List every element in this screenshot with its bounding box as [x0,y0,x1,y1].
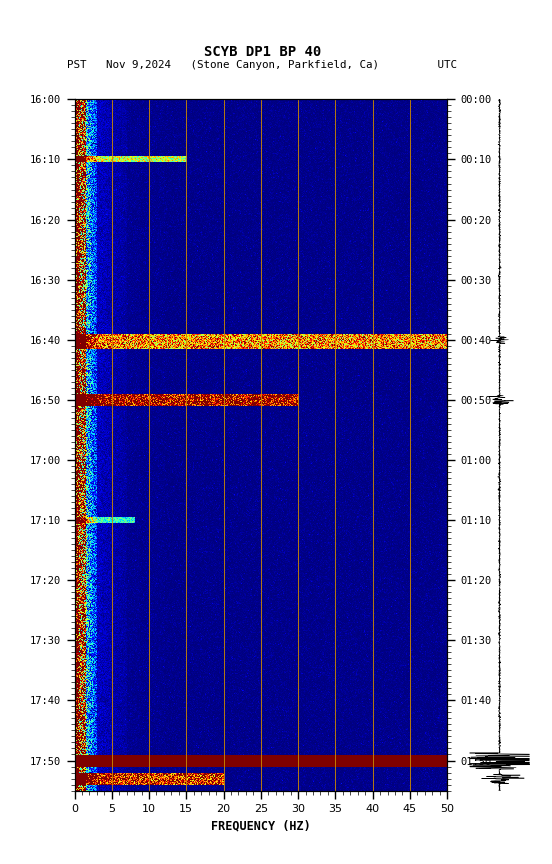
Text: SCYB DP1 BP 40: SCYB DP1 BP 40 [204,45,321,59]
X-axis label: FREQUENCY (HZ): FREQUENCY (HZ) [211,819,311,832]
Text: PST   Nov 9,2024   (Stone Canyon, Parkfield, Ca)         UTC: PST Nov 9,2024 (Stone Canyon, Parkfield,… [67,60,457,71]
